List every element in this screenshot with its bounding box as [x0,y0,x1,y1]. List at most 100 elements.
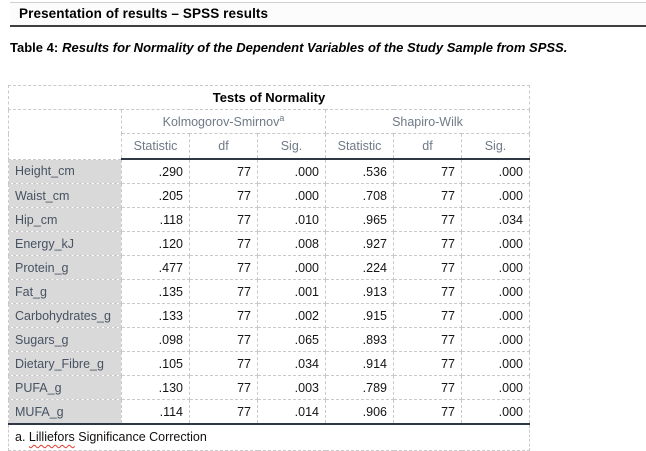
group-header-sw-label: Shapiro-Wilk [392,114,463,129]
section-heading-text: Presentation of results – SPSS results [19,6,269,21]
cell-ks-df: 77 [189,351,258,376]
group-header-shapiro-wilk: Shapiro-Wilk [325,109,530,134]
footnote-marker-superscript: a [279,112,285,123]
cell-ks-statistic: .290 [121,158,190,184]
row-label: Fat_g [8,279,122,304]
cell-ks-sig: .003 [257,375,326,400]
table-caption-title: Results for Normality of the Dependent V… [62,40,568,55]
cell-sw-statistic: .789 [325,375,394,400]
table-row: Carbohydrates_g .133 77 .002 .915 77 .00… [8,303,530,328]
group-header-row: Kolmogorov-Smirnova Shapiro-Wilk [8,109,530,160]
row-label: PUFA_g [8,375,122,400]
table-title-row: Tests of Normality [8,85,530,110]
footnote-text: Significance Correction [74,430,207,444]
table-row: Energy_kJ .120 77 .008 .927 77 .000 [8,231,530,256]
cell-sw-statistic: .927 [325,231,394,256]
cell-ks-sig: .000 [257,255,326,280]
cell-ks-df: 77 [189,183,258,208]
row-label: Waist_cm [8,183,122,208]
misspelled-word: Lilliefors [28,430,75,444]
cell-sw-sig: .000 [461,158,530,184]
row-label: MUFA_g [8,399,122,425]
cell-ks-statistic: .105 [121,351,190,376]
row-label: Height_cm [8,158,122,184]
cell-ks-statistic: .114 [121,399,190,425]
table-caption: Table 4: Results for Normality of the Dep… [10,40,646,55]
table-row: Sugars_g .098 77 .065 .893 77 .000 [8,327,530,352]
cell-sw-sig: .034 [461,207,530,232]
table-row: Height_cm .290 77 .000 .536 77 .000 [8,158,530,184]
cell-sw-statistic: .915 [325,303,394,328]
cell-ks-df: 77 [189,375,258,400]
cell-sw-sig: .000 [461,399,530,425]
tests-of-normality-table: Tests of Normality Kolmogorov-Smirnova S… [8,85,530,451]
cell-ks-sig: .002 [257,303,326,328]
cell-ks-statistic: .098 [121,327,190,352]
cell-ks-df: 77 [189,279,258,304]
cell-sw-statistic: .914 [325,351,394,376]
cell-sw-sig: .000 [461,279,530,304]
cell-ks-df: 77 [189,303,258,328]
row-label: Protein_g [8,255,122,280]
cell-sw-df: 77 [393,207,462,232]
cell-ks-df: 77 [189,158,258,184]
table-title: Tests of Normality [8,85,530,110]
stub-header-cell [8,109,122,160]
table-row: Fat_g .135 77 .001 .913 77 .000 [8,279,530,304]
table-body: Height_cm .290 77 .000 .536 77 .000 Wais… [8,158,530,425]
cell-sw-df: 77 [393,375,462,400]
cell-sw-df: 77 [393,399,462,425]
cell-ks-sig: .014 [257,399,326,425]
cell-sw-sig: .000 [461,375,530,400]
section-heading: Presentation of results – SPSS results [10,2,646,27]
cell-ks-statistic: .130 [121,375,190,400]
table-footnote: a. Lilliefors Significance Correction [8,423,530,451]
table-row: Hip_cm .118 77 .010 .965 77 .034 [8,207,530,232]
cell-sw-statistic: .893 [325,327,394,352]
cell-sw-df: 77 [393,183,462,208]
row-label: Sugars_g [8,327,122,352]
table-caption-label: Table 4: [10,40,59,55]
cell-ks-statistic: .133 [121,303,190,328]
cell-ks-sig: .008 [257,231,326,256]
cell-sw-statistic: .913 [325,279,394,304]
cell-ks-sig: .065 [257,327,326,352]
col-header-ks-df: df [189,133,258,160]
cell-ks-statistic: .135 [121,279,190,304]
cell-sw-sig: .000 [461,303,530,328]
cell-ks-df: 77 [189,207,258,232]
cell-sw-sig: .000 [461,327,530,352]
cell-sw-df: 77 [393,303,462,328]
cell-sw-sig: .000 [461,183,530,208]
cell-ks-df: 77 [189,231,258,256]
table-row: MUFA_g .114 77 .014 .906 77 .000 [8,399,530,425]
cell-ks-sig: .010 [257,207,326,232]
footnote-row: a. Lilliefors Significance Correction [8,423,530,451]
cell-ks-sig: .000 [257,158,326,184]
cell-ks-statistic: .477 [121,255,190,280]
cell-sw-statistic: .906 [325,399,394,425]
cell-ks-statistic: .118 [121,207,190,232]
cell-ks-sig: .000 [257,183,326,208]
row-label: Hip_cm [8,207,122,232]
cell-sw-sig: .000 [461,255,530,280]
cell-sw-statistic: .708 [325,183,394,208]
footnote-marker: a. [15,430,29,444]
group-header-ks-label: Kolmogorov-Smirnov [162,114,280,129]
col-header-ks-statistic: Statistic [121,133,190,160]
cell-sw-df: 77 [393,327,462,352]
cell-sw-df: 77 [393,231,462,256]
row-label: Energy_kJ [8,231,122,256]
table-row: Waist_cm .205 77 .000 .708 77 .000 [8,183,530,208]
cell-sw-statistic: .965 [325,207,394,232]
cell-sw-df: 77 [393,158,462,184]
table-row: Protein_g .477 77 .000 .224 77 .000 [8,255,530,280]
cell-sw-statistic: .224 [325,255,394,280]
cell-ks-df: 77 [189,399,258,425]
table-row: PUFA_g .130 77 .003 .789 77 .000 [8,375,530,400]
cell-sw-sig: .000 [461,231,530,256]
cell-ks-df: 77 [189,327,258,352]
column-header-row: Statistic df Sig. Statistic df Sig. [9,133,530,160]
cell-sw-sig: .000 [461,351,530,376]
